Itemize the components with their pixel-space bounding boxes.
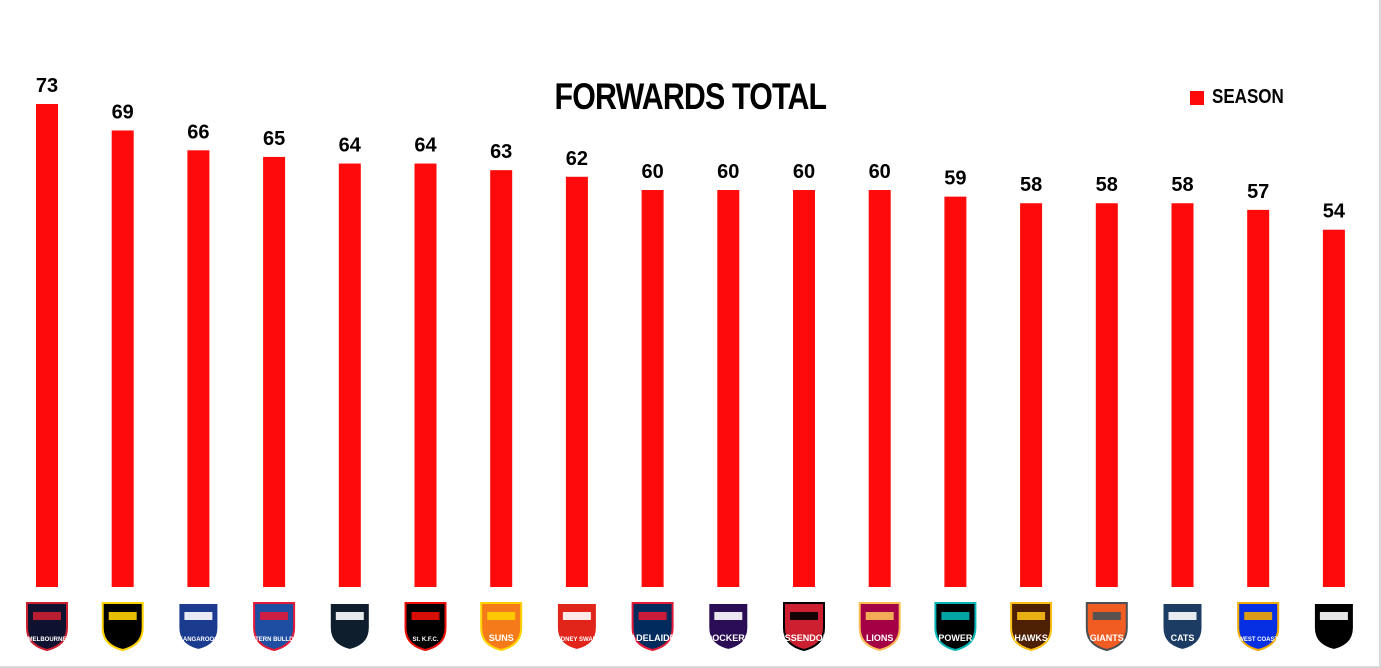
bar-value-label-1: 73 [36, 75, 58, 97]
bar-17 [1247, 209, 1270, 587]
melbourne-logo-text: MELBOURNE [28, 637, 67, 643]
bar-value-label-7: 63 [490, 141, 512, 163]
bar-value-label-12: 60 [869, 161, 891, 183]
west-coast-logo-text: WEST COAST [1238, 637, 1278, 643]
geelong-logo-icon: CATS [1161, 602, 1204, 652]
bar-value-label-18: 54 [1323, 201, 1346, 223]
fremantle-dockers-logo-text: DOCKERS [706, 633, 751, 643]
bar-value-label-9: 60 [641, 161, 663, 183]
western-bulldogs-logo-text: WESTERN BULLDOGS [241, 637, 306, 643]
adelaide-logo-icon: ADELAIDE [630, 602, 676, 652]
legend-label-season: SEASON [1212, 86, 1284, 108]
legend-swatch-season [1190, 90, 1204, 105]
bar-15 [1095, 203, 1118, 587]
carlton-logo-icon [328, 602, 371, 652]
bar-6 [414, 163, 437, 587]
fremantle-dockers-logo-icon: DOCKERS [706, 602, 751, 652]
bar-10 [717, 190, 740, 587]
brisbane-lions-logo-icon: LIONS [858, 602, 901, 652]
bar-16 [1171, 203, 1194, 587]
richmond-logo-icon [101, 602, 144, 652]
bar-value-label-17: 57 [1247, 181, 1269, 203]
bar-value-label-13: 59 [944, 168, 966, 190]
collingwood-logo-icon [1312, 602, 1355, 652]
bar-14 [1020, 203, 1043, 587]
bar-1 [36, 104, 58, 587]
legend: SEASON [1190, 86, 1296, 109]
bar-value-label-8: 62 [566, 148, 588, 170]
bar-7 [490, 170, 513, 588]
bar-value-label-3: 66 [187, 121, 209, 143]
bar-value-label-11: 60 [793, 161, 815, 183]
gws-giants-logo-icon: GIANTS [1085, 602, 1128, 652]
st-kilda-logo-icon: St. K.F.C. [404, 602, 447, 652]
port-adelaide-logo-icon: POWER [934, 602, 977, 652]
essendon-logo-text: ESSENDON [779, 633, 830, 643]
west-coast-logo-icon: WEST COAST [1237, 602, 1280, 652]
brisbane-lions-logo-text: LIONS [866, 633, 894, 643]
bar-value-label-2: 69 [112, 101, 134, 123]
bar-11 [793, 190, 815, 587]
gws-giants-logo-text: GIANTS [1090, 633, 1124, 643]
bar-12 [868, 190, 891, 587]
melbourne-logo-icon: MELBOURNE [26, 602, 68, 652]
bar-3 [187, 150, 210, 587]
chart-title: FORWARDS TOTAL [554, 76, 828, 117]
gold-coast-suns-logo-text: SUNS [489, 633, 514, 643]
western-bulldogs-logo-icon: WESTERN BULLDOGS [241, 602, 307, 652]
bar-4 [263, 156, 286, 587]
bar-8 [565, 176, 588, 587]
bar-value-label-4: 65 [263, 128, 285, 150]
essendon-logo-icon: ESSENDON [779, 602, 830, 652]
bar-2 [111, 130, 134, 587]
hawthorn-logo-text: HAWKS [1014, 633, 1048, 643]
hawthorn-logo-icon: HAWKS [1010, 602, 1053, 652]
sydney-swans-logo-icon: SYDNEY SWANS [553, 602, 601, 652]
bar-5 [338, 163, 361, 587]
bar-value-label-6: 64 [414, 135, 437, 157]
adelaide-logo-text: ADELAIDE [630, 633, 676, 643]
bar-9 [641, 190, 664, 587]
kangaroos-logo-icon: KANGAROOS [177, 602, 220, 652]
bar-value-label-10: 60 [717, 161, 739, 183]
bar-value-label-14: 58 [1020, 174, 1042, 196]
port-adelaide-logo-text: POWER [938, 633, 973, 643]
bar-18 [1322, 229, 1345, 587]
bar-13 [944, 196, 967, 588]
geelong-logo-text: CATS [1171, 633, 1195, 643]
kangaroos-logo-text: KANGAROOS [179, 637, 219, 643]
sydney-swans-logo-text: SYDNEY SWANS [553, 637, 601, 643]
bar-value-label-5: 64 [339, 135, 362, 157]
gold-coast-suns-logo-icon: SUNS [480, 602, 523, 652]
bar-value-label-16: 58 [1171, 174, 1193, 196]
bar-value-label-15: 58 [1096, 174, 1118, 196]
st-kilda-logo-text: St. K.F.C. [412, 637, 438, 643]
